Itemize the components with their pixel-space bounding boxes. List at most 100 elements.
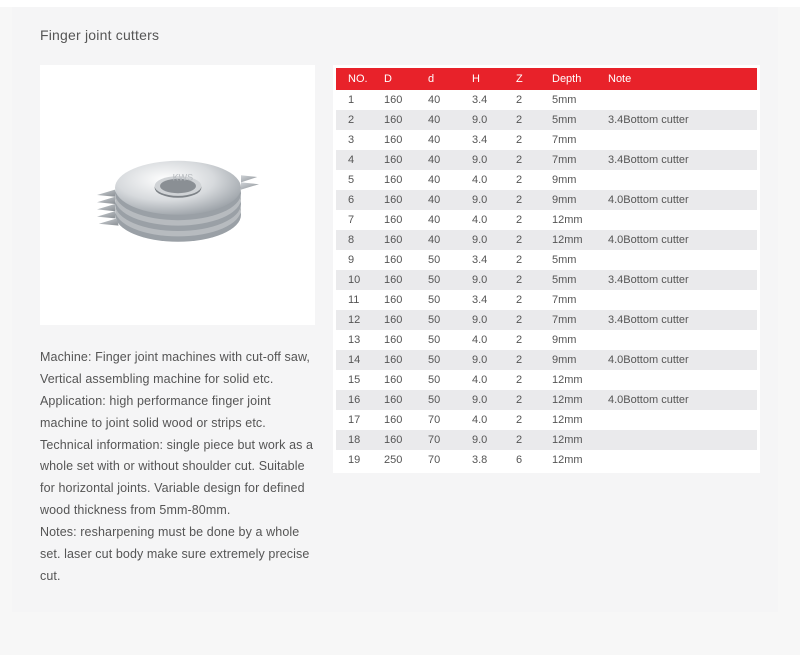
table-cell: 160	[378, 410, 422, 430]
table-cell: 2	[510, 330, 546, 350]
table-cell: 5mm	[546, 270, 602, 290]
table-cell	[602, 410, 757, 430]
table-cell	[602, 210, 757, 230]
table-row: 4160409.027mm3.4Bottom cutter	[336, 150, 757, 170]
table-cell: 4.0Bottom cutter	[602, 350, 757, 370]
table-cell: 160	[378, 150, 422, 170]
table-row: 2160409.025mm3.4Bottom cutter	[336, 110, 757, 130]
content-row: KWS Machine: Finger joint machines with …	[40, 65, 760, 588]
table-cell: 17	[336, 410, 378, 430]
table-cell: 5mm	[546, 90, 602, 110]
table-cell: 2	[510, 210, 546, 230]
table-cell: 12mm	[546, 210, 602, 230]
table-cell: 70	[422, 430, 466, 450]
table-cell: 160	[378, 210, 422, 230]
spec-table-wrapper: NO. D d H Z Depth Note 1160403.425mm2160…	[333, 65, 760, 473]
table-cell: 4.0	[466, 170, 510, 190]
table-cell: 160	[378, 430, 422, 450]
table-cell: 50	[422, 270, 466, 290]
table-cell: 12mm	[546, 450, 602, 470]
table-cell: 50	[422, 370, 466, 390]
table-cell	[602, 250, 757, 270]
left-column: KWS Machine: Finger joint machines with …	[40, 65, 315, 588]
table-row: 17160704.0212mm	[336, 410, 757, 430]
table-cell: 7mm	[546, 130, 602, 150]
table-cell: 2	[510, 230, 546, 250]
table-cell	[602, 330, 757, 350]
table-header-row: NO. D d H Z Depth Note	[336, 68, 757, 90]
table-cell: 50	[422, 390, 466, 410]
table-cell: 160	[378, 110, 422, 130]
table-cell: 70	[422, 410, 466, 430]
table-cell: 160	[378, 330, 422, 350]
product-description: Machine: Finger joint machines with cut-…	[40, 347, 315, 588]
table-cell: 12mm	[546, 410, 602, 430]
table-cell: 12	[336, 310, 378, 330]
table-cell: 6	[336, 190, 378, 210]
table-cell: 2	[510, 370, 546, 390]
table-cell: 4.0Bottom cutter	[602, 390, 757, 410]
table-cell	[602, 130, 757, 150]
table-row: 9160503.425mm	[336, 250, 757, 270]
table-cell: 9mm	[546, 190, 602, 210]
table-body: 1160403.425mm2160409.025mm3.4Bottom cutt…	[336, 90, 757, 470]
top-strip	[0, 0, 800, 7]
table-row: 10160509.025mm3.4Bottom cutter	[336, 270, 757, 290]
table-cell: 9mm	[546, 350, 602, 370]
page-title: Finger joint cutters	[40, 27, 760, 43]
col-depth: Depth	[546, 68, 602, 90]
table-row: 1160403.425mm	[336, 90, 757, 110]
table-cell: 160	[378, 90, 422, 110]
col-no: NO.	[336, 68, 378, 90]
table-row: 13160504.029mm	[336, 330, 757, 350]
table-cell: 50	[422, 310, 466, 330]
table-cell: 9.0	[466, 270, 510, 290]
col-d: d	[422, 68, 466, 90]
table-cell: 2	[510, 310, 546, 330]
table-cell: 160	[378, 350, 422, 370]
table-cell	[602, 90, 757, 110]
table-cell: 160	[378, 390, 422, 410]
table-cell: 7mm	[546, 310, 602, 330]
table-cell: 40	[422, 230, 466, 250]
table-cell: 4.0Bottom cutter	[602, 230, 757, 250]
table-cell: 2	[510, 90, 546, 110]
table-cell: 2	[336, 110, 378, 130]
table-cell	[602, 450, 757, 470]
table-cell: 13	[336, 330, 378, 350]
table-row: 14160509.029mm4.0Bottom cutter	[336, 350, 757, 370]
table-cell: 9.0	[466, 150, 510, 170]
table-cell: 2	[510, 130, 546, 150]
table-cell: 18	[336, 430, 378, 450]
description-line: Application: high performance finger joi…	[40, 391, 315, 435]
table-cell: 9.0	[466, 350, 510, 370]
col-Z: Z	[510, 68, 546, 90]
table-cell: 4	[336, 150, 378, 170]
description-line: Technical information: single piece but …	[40, 435, 315, 523]
table-cell: 3.4	[466, 90, 510, 110]
table-cell: 2	[510, 150, 546, 170]
table-cell: 5mm	[546, 250, 602, 270]
table-cell: 160	[378, 230, 422, 250]
table-cell	[602, 370, 757, 390]
table-cell: 9.0	[466, 230, 510, 250]
table-cell: 3.4Bottom cutter	[602, 150, 757, 170]
table-cell: 3.4	[466, 250, 510, 270]
table-cell: 11	[336, 290, 378, 310]
table-cell: 160	[378, 170, 422, 190]
table-cell: 12mm	[546, 390, 602, 410]
table-cell: 3.4Bottom cutter	[602, 110, 757, 130]
table-row: 7160404.0212mm	[336, 210, 757, 230]
col-H: H	[466, 68, 510, 90]
table-row: 18160709.0212mm	[336, 430, 757, 450]
table-row: 5160404.029mm	[336, 170, 757, 190]
table-cell: 2	[510, 250, 546, 270]
table-row: 12160509.027mm3.4Bottom cutter	[336, 310, 757, 330]
brand-text: KWS	[172, 173, 193, 183]
main-panel: Finger joint cutters	[12, 7, 778, 612]
table-cell: 9.0	[466, 390, 510, 410]
table-cell: 3.4Bottom cutter	[602, 310, 757, 330]
table-cell: 4.0Bottom cutter	[602, 190, 757, 210]
table-cell: 19	[336, 450, 378, 470]
table-cell: 8	[336, 230, 378, 250]
